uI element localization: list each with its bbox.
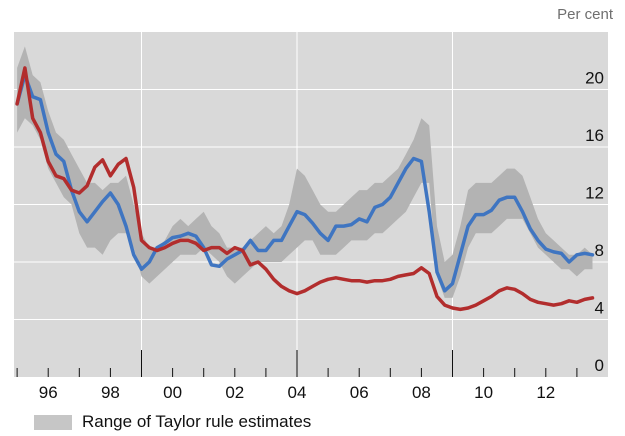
series-line-blue — [15, 73, 595, 293]
y-axis-tick-labels: 0 4 8 12 16 20 — [585, 69, 604, 376]
y-tick-label-12: 12 — [585, 184, 604, 203]
x-axis-tick-labels: 96 98 00 02 04 06 08 10 12 — [39, 383, 556, 402]
series-line-red — [15, 66, 595, 312]
legend-label-range: Range of Taylor rule estimates — [82, 412, 312, 431]
y-tick-label-0: 0 — [595, 356, 604, 375]
x-tick-label-00: 00 — [163, 383, 182, 402]
legend: Range of Taylor rule estimates — [34, 412, 311, 432]
x-tick-label-98: 98 — [101, 383, 120, 402]
x-tick-label-96: 96 — [39, 383, 58, 402]
y-tick-label-16: 16 — [585, 126, 604, 145]
x-tick-label-02: 02 — [225, 383, 244, 402]
x-tick-label-08: 08 — [412, 383, 431, 402]
x-tick-label-10: 10 — [474, 383, 493, 402]
x-tick-label-12: 12 — [536, 383, 555, 402]
y-tick-label-4: 4 — [595, 299, 604, 318]
y-axis-unit-label: Per cent — [557, 6, 613, 23]
x-axis-tick-marks — [16, 350, 578, 377]
y-tick-label-8: 8 — [595, 241, 604, 260]
y-tick-label-20: 20 — [585, 69, 604, 88]
x-tick-label-06: 06 — [350, 383, 369, 402]
legend-swatch-range — [34, 414, 72, 430]
x-tick-label-04: 04 — [288, 383, 307, 402]
